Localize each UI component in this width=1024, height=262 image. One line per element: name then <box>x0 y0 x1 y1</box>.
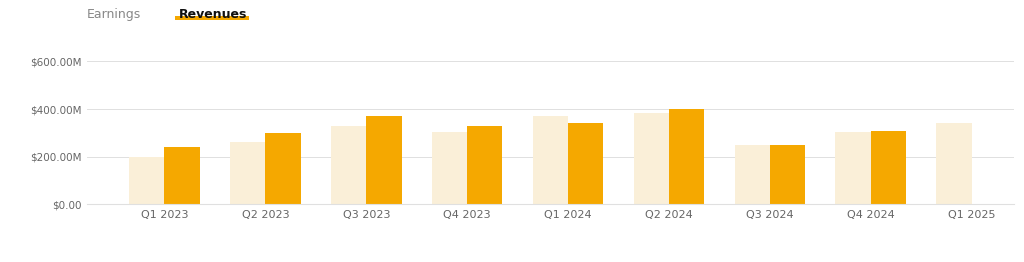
Bar <box>331 126 367 204</box>
Bar <box>568 123 603 204</box>
Bar <box>265 133 301 204</box>
Bar <box>770 145 805 204</box>
Bar <box>669 109 705 204</box>
Bar <box>836 132 870 204</box>
Text: Earnings: Earnings <box>87 8 141 21</box>
Bar <box>367 116 401 204</box>
Bar <box>532 116 568 204</box>
Bar <box>230 143 265 204</box>
Bar <box>165 147 200 204</box>
Bar <box>936 123 972 204</box>
Bar <box>870 130 906 204</box>
Bar <box>129 157 165 204</box>
Bar <box>634 113 669 204</box>
Legend: Estimated Revenue, Reported Revenue: Estimated Revenue, Reported Revenue <box>92 260 364 262</box>
Bar <box>734 145 770 204</box>
Bar <box>432 132 467 204</box>
Text: Revenues: Revenues <box>179 8 248 21</box>
Bar <box>467 126 503 204</box>
